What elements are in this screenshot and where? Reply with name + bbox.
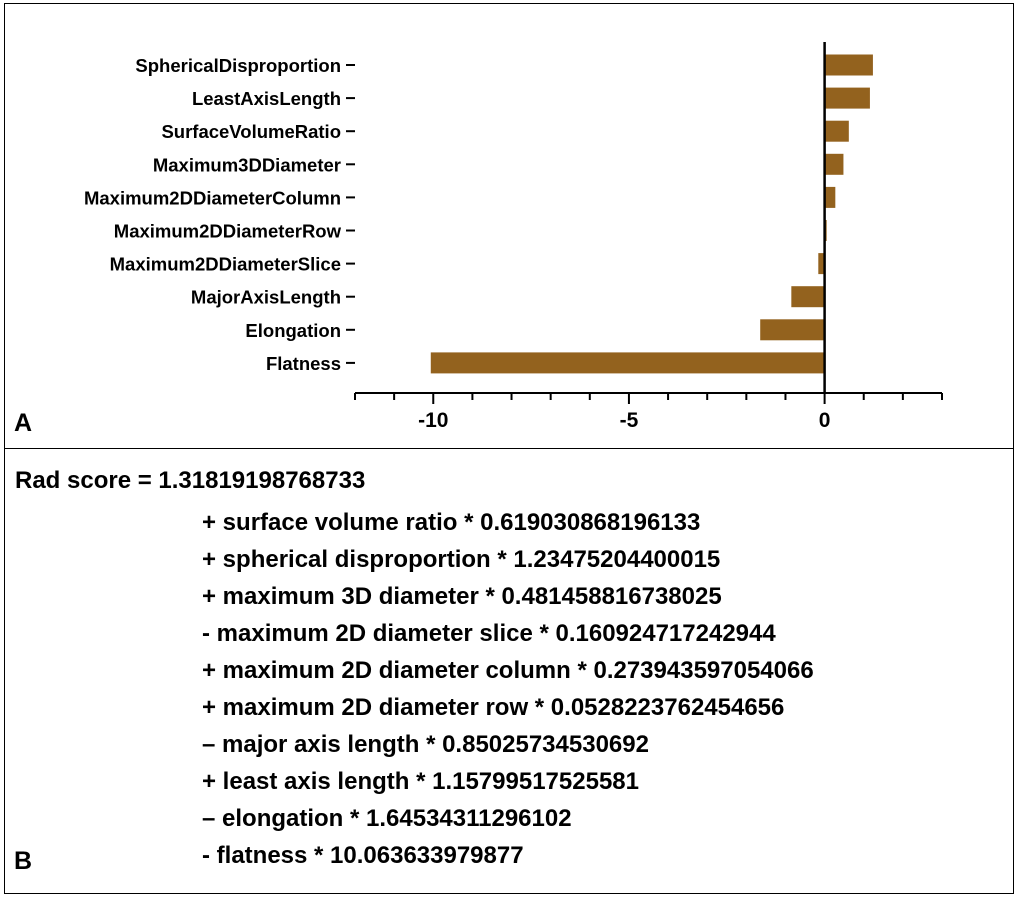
- formula-term: - flatness * 10.063633979877: [202, 842, 524, 869]
- bar: [430, 352, 825, 374]
- category-label: MajorAxisLength: [191, 287, 341, 308]
- category-label: Flatness: [266, 353, 341, 374]
- formula-term: + spherical disproportion * 1.2347520440…: [202, 546, 721, 573]
- panel-letter-b: B: [14, 847, 33, 875]
- formula-term: + maximum 2D diameter row * 0.0528223762…: [202, 694, 785, 721]
- formula-term: + surface volume ratio * 0.6190308681961…: [202, 509, 701, 536]
- bar: [824, 186, 836, 208]
- category-label: Elongation: [245, 320, 341, 341]
- category-label: LeastAxisLength: [192, 88, 341, 109]
- formula-term: – elongation * 1.64534311296102: [202, 805, 572, 832]
- bar: [824, 153, 844, 175]
- bar: [824, 54, 873, 76]
- bar: [824, 87, 870, 109]
- x-tick-label: 0: [819, 409, 831, 432]
- bar: [818, 253, 825, 275]
- category-label: Maximum3DDiameter: [153, 154, 341, 175]
- formula-term: + maximum 2D diameter column * 0.2739435…: [202, 657, 814, 684]
- formula-term: + least axis length * 1.15799517525581: [202, 768, 639, 795]
- formula-term: - maximum 2D diameter slice * 0.16092471…: [202, 620, 776, 647]
- formula-term: – major axis length * 0.85025734530692: [202, 731, 649, 758]
- category-label: Maximum2DDiameterRow: [114, 221, 342, 242]
- x-tick-label: -10: [418, 409, 448, 432]
- x-tick-label: -5: [620, 409, 639, 432]
- formula-terms-list: + surface volume ratio * 0.6190308681961…: [202, 504, 814, 874]
- formula-term: + maximum 3D diameter * 0.48145881673802…: [202, 583, 722, 610]
- bar: [791, 286, 825, 308]
- category-label: SurfaceVolumeRatio: [161, 121, 341, 142]
- category-label: Maximum2DDiameterSlice: [110, 254, 341, 275]
- panel-a: SphericalDisproportion LeastAxisLength Sur…: [4, 3, 1014, 450]
- panel-b: Rad score = 1.31819198768733 + surface v…: [4, 448, 1014, 894]
- bar-chart: SphericalDisproportion LeastAxisLength Sur…: [84, 42, 943, 432]
- rad-score-formula-head: Rad score = 1.31819198768733: [15, 467, 366, 494]
- panel-letter-a: A: [14, 409, 33, 437]
- category-label: SphericalDisproportion: [135, 55, 341, 76]
- bar: [824, 120, 849, 142]
- category-label: Maximum2DDiameterColumn: [84, 187, 341, 208]
- bar: [760, 319, 825, 341]
